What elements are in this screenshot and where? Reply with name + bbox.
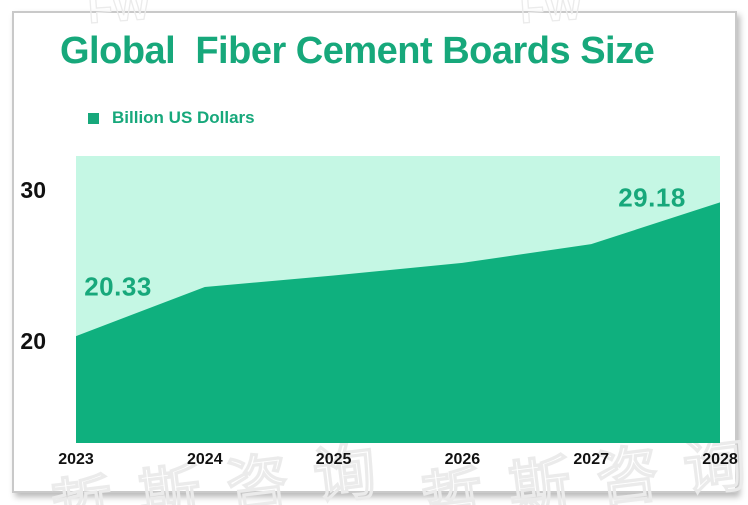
legend-label: Billion US Dollars (112, 108, 255, 127)
x-axis-label: 2028 (702, 451, 738, 468)
legend: Billion US Dollars (88, 108, 255, 128)
chart-title: Global Fiber Cement Boards Size (60, 30, 655, 72)
x-axis-label: 2023 (58, 451, 94, 468)
x-axis-label: 2027 (573, 451, 609, 468)
x-axis-label: 2024 (187, 451, 223, 468)
plot-area (76, 156, 720, 443)
data-label: 29.18 (618, 182, 686, 213)
x-axis-label: 2025 (315, 451, 352, 468)
y-axis-label: 20 (20, 328, 46, 355)
area-chart (76, 202, 720, 443)
legend-marker-icon (88, 112, 99, 124)
area-polygon (76, 202, 720, 443)
data-label: 20.33 (84, 271, 152, 302)
y-axis-label: 30 (20, 176, 46, 203)
x-axis-label: 2026 (444, 451, 481, 468)
